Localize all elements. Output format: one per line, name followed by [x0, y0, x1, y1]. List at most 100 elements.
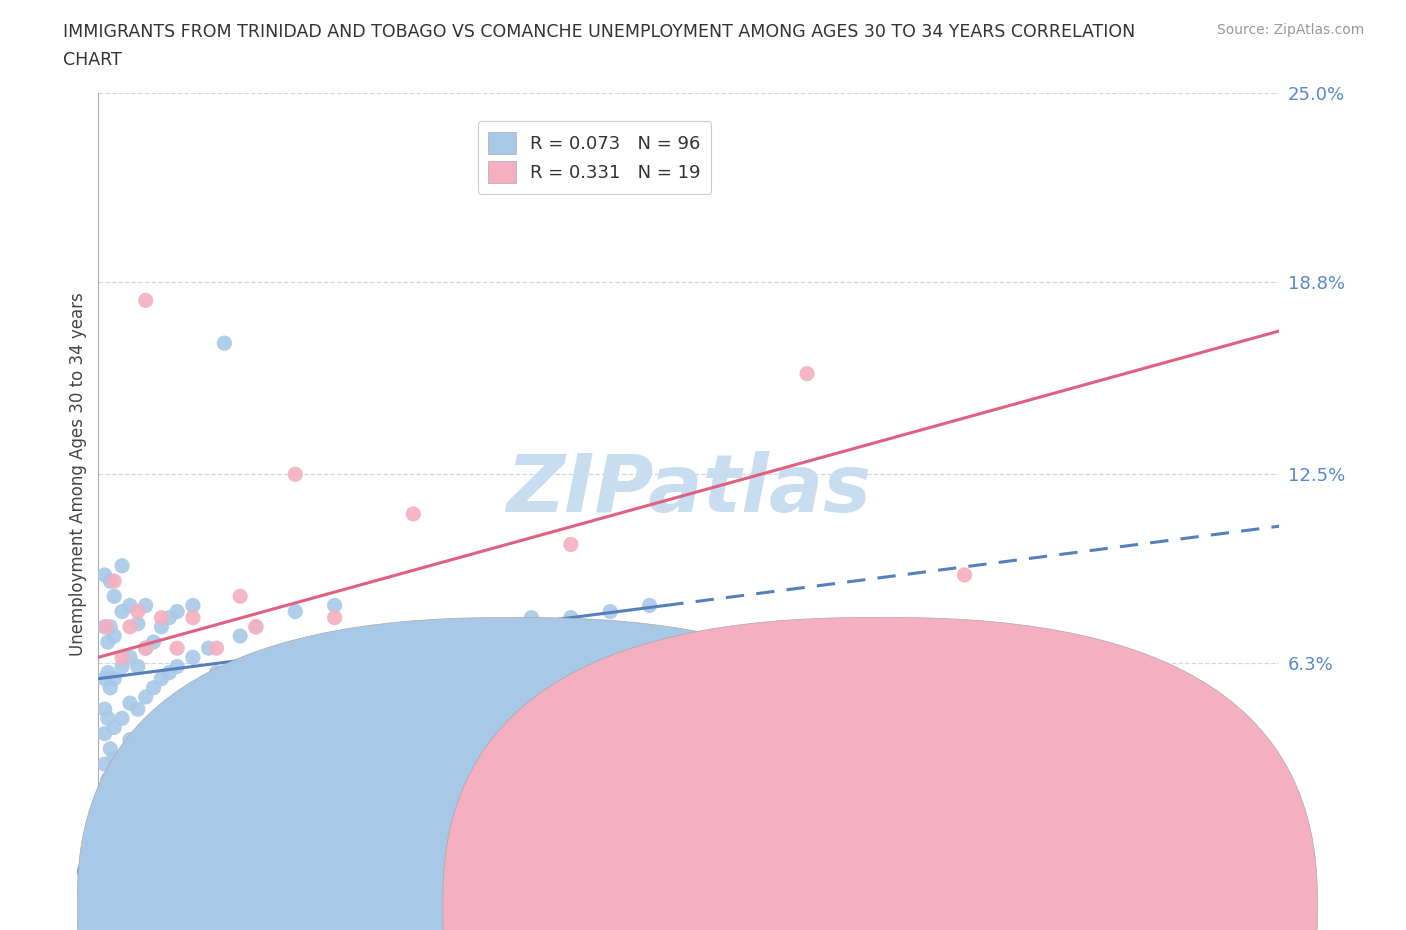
Text: ZIPatlas: ZIPatlas	[506, 450, 872, 528]
Point	[166, 604, 188, 619]
Point	[166, 711, 188, 725]
Point	[284, 659, 307, 674]
Point	[181, 598, 204, 613]
Point	[150, 671, 173, 686]
Point	[142, 787, 165, 802]
Point	[93, 726, 115, 741]
Point	[103, 671, 125, 686]
Point	[323, 681, 346, 696]
Point	[402, 634, 425, 649]
Point	[111, 793, 134, 808]
Point	[111, 763, 134, 777]
Point	[93, 702, 115, 717]
Point	[93, 619, 115, 634]
Point	[98, 681, 121, 696]
Point	[323, 598, 346, 613]
Text: IMMIGRANTS FROM TRINIDAD AND TOBAGO VS COMANCHE UNEMPLOYMENT AMONG AGES 30 TO 34: IMMIGRANTS FROM TRINIDAD AND TOBAGO VS C…	[63, 23, 1136, 41]
Text: CHART: CHART	[63, 51, 122, 69]
Point	[111, 604, 134, 619]
Point	[363, 641, 385, 656]
Point	[127, 604, 149, 619]
Point	[363, 689, 385, 704]
Point	[560, 650, 582, 665]
Point	[118, 598, 141, 613]
Point	[560, 537, 582, 551]
Point	[150, 772, 173, 787]
Point	[135, 293, 157, 308]
Point	[181, 610, 204, 625]
Point	[93, 757, 115, 772]
Point	[284, 467, 307, 482]
Point	[118, 696, 141, 711]
Point	[638, 598, 661, 613]
Point	[229, 629, 252, 644]
Point	[93, 803, 115, 817]
Point	[245, 671, 267, 686]
Point	[157, 665, 180, 680]
Point	[98, 574, 121, 589]
Point	[150, 711, 173, 725]
Point	[599, 604, 621, 619]
Point	[150, 610, 173, 625]
Point	[323, 610, 346, 625]
Point	[97, 665, 120, 680]
Point	[111, 650, 134, 665]
Point	[135, 641, 157, 656]
Point	[103, 772, 125, 787]
Point	[150, 732, 173, 747]
Point	[205, 720, 228, 735]
Point	[118, 650, 141, 665]
Point	[127, 617, 149, 631]
Point	[481, 619, 503, 634]
Point	[103, 803, 125, 817]
Point	[142, 634, 165, 649]
Point	[214, 336, 236, 351]
Point	[166, 741, 188, 756]
Point	[441, 629, 464, 644]
Point	[111, 659, 134, 674]
Point	[142, 681, 165, 696]
Point	[284, 604, 307, 619]
Point	[96, 619, 118, 634]
Point	[197, 641, 219, 656]
Point	[127, 659, 149, 674]
Point	[181, 650, 204, 665]
Point	[127, 763, 149, 777]
Point	[103, 751, 125, 765]
Text: Source: ZipAtlas.com: Source: ZipAtlas.com	[1216, 23, 1364, 37]
Point	[127, 741, 149, 756]
Point	[97, 634, 120, 649]
Point	[481, 665, 503, 680]
Point	[229, 793, 252, 808]
Point	[166, 641, 188, 656]
Point	[135, 598, 157, 613]
Point	[103, 629, 125, 644]
Point	[157, 610, 180, 625]
Point	[245, 726, 267, 741]
Text: Immigrants from Trinidad and Tobago: Immigrants from Trinidad and Tobago	[534, 897, 845, 916]
Point	[103, 574, 125, 589]
Text: Comanche: Comanche	[900, 897, 988, 916]
Point	[181, 751, 204, 765]
Y-axis label: Unemployment Among Ages 30 to 34 years: Unemployment Among Ages 30 to 34 years	[69, 292, 87, 657]
Point	[98, 619, 121, 634]
Legend: R = 0.073   N = 96, R = 0.331   N = 19: R = 0.073 N = 96, R = 0.331 N = 19	[478, 121, 711, 194]
Point	[229, 589, 252, 604]
Point	[157, 720, 180, 735]
Point	[118, 732, 141, 747]
Point	[135, 689, 157, 704]
Point	[205, 641, 228, 656]
Point	[118, 781, 141, 796]
Point	[214, 772, 236, 787]
Point	[118, 619, 141, 634]
Point	[402, 507, 425, 522]
Point	[93, 567, 115, 582]
Point	[323, 711, 346, 725]
Point	[142, 726, 165, 741]
Point	[127, 702, 149, 717]
Point	[197, 787, 219, 802]
Point	[323, 650, 346, 665]
Point	[103, 589, 125, 604]
Point	[98, 741, 121, 756]
Point	[103, 720, 125, 735]
